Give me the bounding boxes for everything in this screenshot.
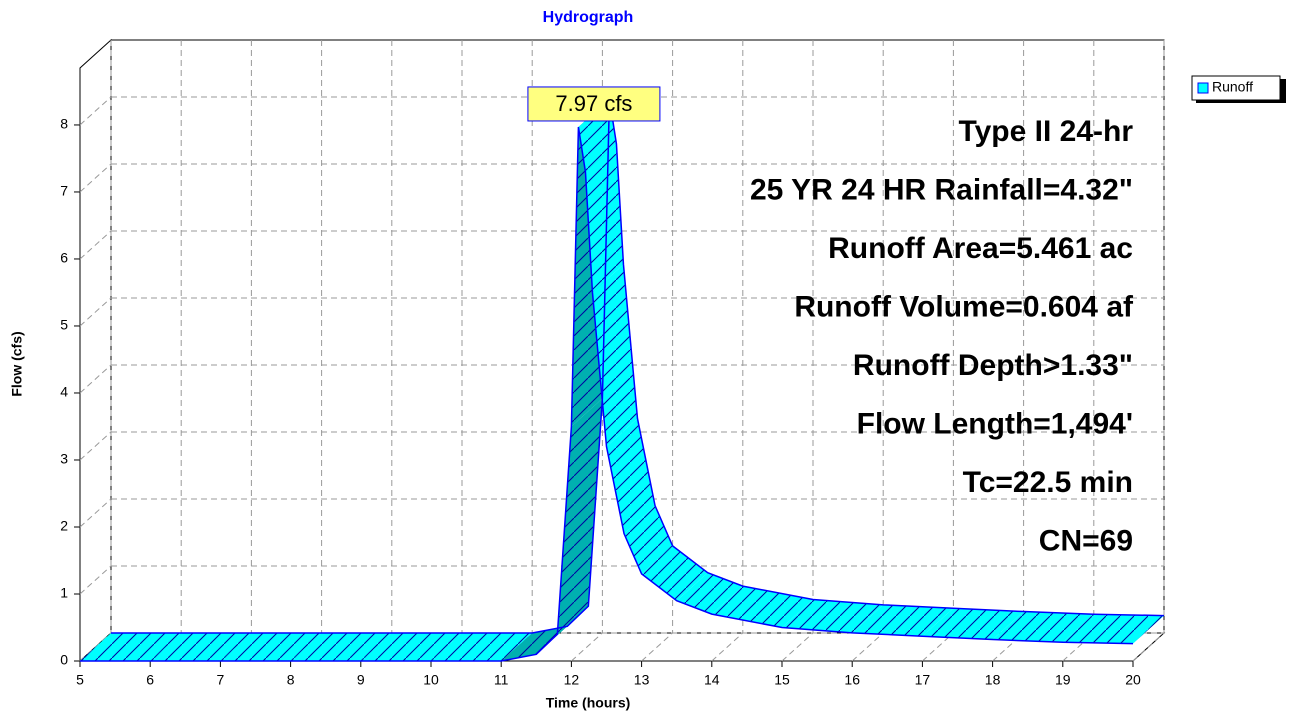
x-tick-label: 17 — [915, 672, 931, 688]
ribbon-hatch — [922, 608, 1024, 640]
grid-line — [79, 163, 112, 193]
grid-line — [79, 498, 112, 528]
x-tick-label: 11 — [494, 672, 509, 688]
peak-label: 7.97 cfs — [555, 91, 632, 116]
legend-label: Runoff — [1212, 79, 1253, 95]
x-tick-label: 10 — [423, 672, 439, 688]
ribbon-hatch — [501, 626, 568, 661]
x-tick-label: 12 — [564, 672, 580, 688]
grid-line — [851, 632, 884, 662]
ribbon-hatch — [1062, 614, 1164, 644]
grid-line — [79, 297, 112, 327]
info-line: 25 YR 24 HR Rainfall=4.32" — [750, 173, 1133, 206]
x-tick-label: 19 — [1055, 672, 1071, 688]
x-tick-label: 13 — [634, 672, 650, 688]
info-line: Tc=22.5 min — [963, 466, 1133, 499]
ribbon-hatch — [711, 586, 813, 628]
grid-line — [641, 632, 673, 662]
grid-line — [79, 364, 112, 394]
ribbon-hatch — [360, 633, 462, 661]
legend-swatch — [1197, 82, 1209, 94]
ribbon-hatch — [220, 633, 322, 661]
left-wall — [79, 38, 112, 663]
info-line: Runoff Volume=0.604 af — [794, 290, 1134, 323]
x-tick-label: 16 — [844, 672, 860, 688]
ribbon-hatch — [992, 611, 1094, 643]
x-tick-label: 18 — [985, 672, 1001, 688]
ribbon-hatch — [641, 545, 708, 601]
x-axis-label: Time (hours) — [546, 695, 631, 711]
peak-label-box — [527, 86, 661, 122]
info-line: Runoff Depth>1.33" — [853, 349, 1133, 382]
grid-line — [571, 632, 603, 662]
grid-line — [79, 565, 112, 595]
ribbon-hatch — [624, 505, 673, 574]
y-axis-label: Flow (cfs) — [9, 331, 25, 396]
grid-line — [79, 96, 112, 126]
y-tick-label: 1 — [60, 585, 68, 601]
ribbon-hatch — [852, 604, 954, 637]
x-tick-label: 14 — [704, 672, 720, 688]
info-line: Flow Length=1,494' — [857, 407, 1133, 440]
ribbon-hatch — [592, 264, 638, 447]
ribbon-hatch — [80, 633, 182, 661]
y-tick-label: 5 — [60, 317, 68, 333]
ribbon-hatch — [676, 572, 743, 615]
grid-line — [781, 632, 814, 662]
x-tick-label: 20 — [1125, 672, 1141, 688]
info-line: Type II 24-hr — [959, 115, 1134, 148]
grid-line — [1132, 632, 1165, 662]
back-line — [111, 98, 1165, 634]
y-tick-label: 3 — [60, 451, 68, 467]
grid-line — [79, 230, 112, 260]
info-line: CN=69 — [1039, 524, 1133, 557]
grid-line — [711, 632, 744, 662]
ribbon-hatch — [585, 143, 624, 293]
y-tick-label: 7 — [60, 183, 68, 199]
x-tick-label: 9 — [357, 672, 365, 688]
ribbon-hatch — [782, 599, 884, 633]
y-tick-label: 8 — [60, 116, 68, 132]
y-tick-label: 0 — [60, 652, 68, 668]
x-tick-label: 6 — [146, 672, 154, 688]
x-tick-label: 5 — [76, 672, 84, 688]
info-line: Runoff Area=5.461 ac — [828, 232, 1133, 265]
ribbon-hatch — [557, 398, 603, 635]
ribbon-hatch — [290, 633, 392, 661]
y-tick-label: 4 — [60, 384, 68, 400]
y-tick-label: 6 — [60, 250, 68, 266]
x-tick-label: 7 — [217, 672, 225, 688]
x-tick-label: 8 — [287, 672, 295, 688]
ribbon-hatch — [150, 633, 252, 661]
chart-title: Hydrograph — [543, 9, 634, 26]
x-tick-label: 15 — [774, 672, 790, 688]
y-tick-label: 2 — [60, 518, 68, 534]
ribbon-hatch — [431, 633, 533, 661]
front-line — [80, 126, 1134, 662]
grid-line — [79, 431, 112, 461]
